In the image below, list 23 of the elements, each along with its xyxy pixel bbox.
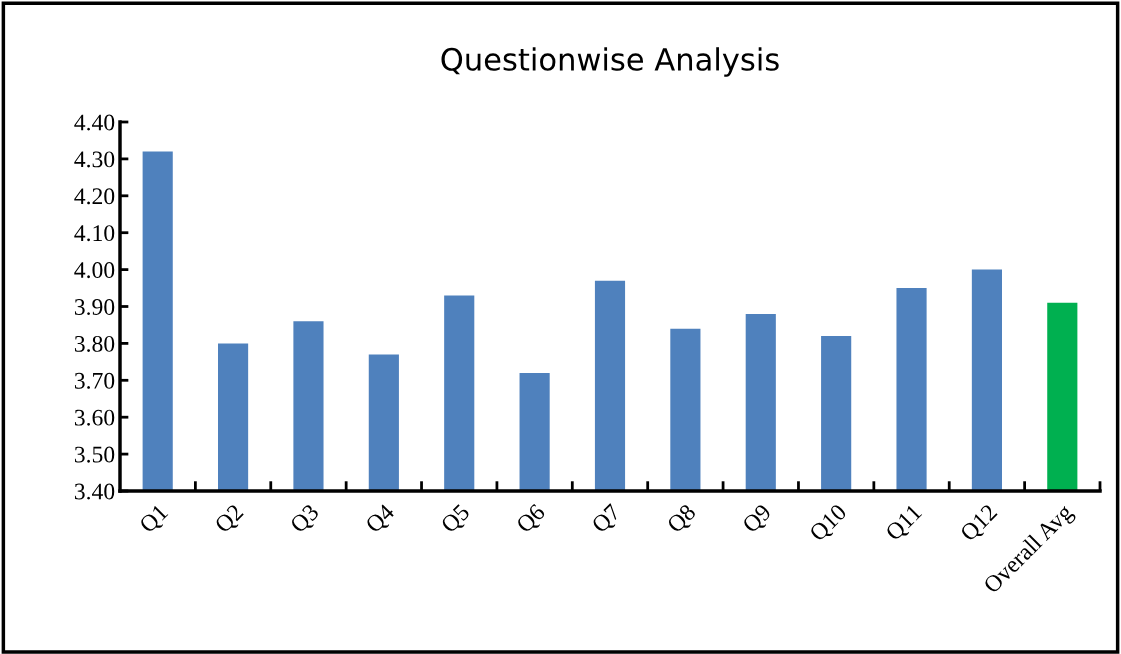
x-tick-label: Q5: [440, 503, 473, 537]
y-tick-label: 3.70: [74, 372, 115, 389]
y-tick-label: 3.80: [74, 335, 115, 352]
x-tick-label: Q7: [590, 503, 624, 537]
x-tick-label: Q11: [884, 503, 925, 544]
x-tick-label: Q8: [666, 503, 700, 537]
y-tick-label: 3.40: [74, 483, 115, 500]
y-tick-label: 3.50: [74, 446, 115, 463]
x-tick-label: Q10: [808, 503, 850, 545]
y-tick-label: 4.20: [74, 188, 115, 205]
y-tick-label: 4.00: [74, 262, 115, 279]
x-tick-label: Q1: [138, 503, 171, 537]
y-tick-label: 3.60: [74, 409, 115, 426]
y-tick-label: 4.30: [74, 151, 115, 168]
x-tick-label: Q6: [515, 503, 549, 537]
x-tick-label: Q9: [741, 503, 775, 537]
y-tick-label: 4.10: [74, 225, 115, 242]
x-tick-label: Q3: [289, 503, 323, 537]
y-tick-label: 3.90: [74, 298, 115, 316]
chart-title: Questionwise Analysis: [441, 47, 779, 77]
x-tick-label: Q2: [213, 503, 247, 537]
y-tick-label: 4.40: [74, 114, 115, 131]
x-tick-label: Q4: [364, 502, 398, 537]
